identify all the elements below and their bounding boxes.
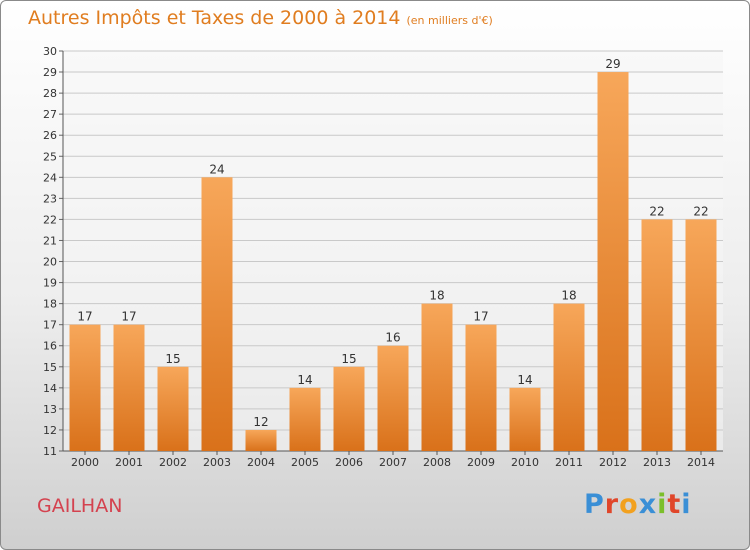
y-tick-label: 23 [43,192,57,205]
bar-2005 [289,387,321,451]
chart-title: Autres Impôts et Taxes de 2000 à 2014 [28,7,401,29]
bar-2007 [377,345,409,451]
y-tick-label: 29 [43,66,57,79]
y-tick-label: 16 [43,340,57,353]
bar-2011 [553,303,585,451]
logo-letter: i [657,489,668,520]
logo-letter: P [584,489,605,520]
data-label: 14 [297,373,312,387]
logo-letter: x [638,489,658,520]
data-label: 14 [517,373,532,387]
y-tick-label: 12 [43,424,57,437]
y-tick-label: 19 [43,277,57,290]
bar-2004 [245,429,277,451]
bar-2013 [641,219,673,451]
data-label: 16 [385,331,400,345]
data-label: 17 [473,310,488,324]
data-label: 15 [341,352,356,366]
title-block: Autres Impôts et Taxes de 2000 à 2014 (en… [28,7,493,29]
y-tick-label: 17 [43,319,57,332]
data-label: 17 [121,310,136,324]
bar-2012 [597,72,629,451]
y-tick-label: 24 [43,171,57,184]
commune-name: GAILHAN [37,495,123,517]
bar-2002 [157,366,189,451]
x-tick-label: 2006 [335,456,363,469]
y-tick-label: 18 [43,298,57,311]
data-label: 15 [165,352,180,366]
bar-2009 [465,324,497,451]
logo-letter: i [681,489,692,520]
data-label: 22 [649,204,664,218]
bar-2008 [421,303,453,451]
x-tick-label: 2011 [555,456,583,469]
data-label: 24 [209,162,224,176]
logo-letter: t [667,489,682,520]
bar-2014 [685,219,717,451]
y-tick-label: 11 [43,445,57,458]
x-tick-label: 2010 [511,456,539,469]
data-label: 17 [77,310,92,324]
bar-2006 [333,366,365,451]
x-tick-label: 2004 [247,456,275,469]
x-tick-label: 2007 [379,456,407,469]
x-tick-label: 2009 [467,456,495,469]
y-tick-label: 22 [43,213,57,226]
bar-2003 [201,177,233,451]
y-tick-label: 15 [43,361,57,374]
proxiti-logo[interactable]: Proxiti [584,489,692,520]
bar-2010 [509,387,541,451]
y-tick-label: 27 [43,108,57,121]
logo-letter: r [604,489,620,520]
data-label: 29 [605,57,620,71]
bar-2001 [113,324,145,451]
x-tick-label: 2014 [687,456,715,469]
x-tick-label: 2012 [599,456,627,469]
bar-2000 [69,324,101,451]
y-tick-label: 26 [43,129,57,142]
y-tick-label: 28 [43,87,57,100]
y-tick-label: 14 [43,382,57,395]
x-tick-label: 2000 [71,456,99,469]
data-label: 18 [561,289,576,303]
x-tick-label: 2003 [203,456,231,469]
data-label: 12 [253,415,268,429]
x-tick-label: 2001 [115,456,143,469]
logo-letter: o [619,489,639,520]
x-tick-label: 2005 [291,456,319,469]
y-tick-label: 13 [43,403,57,416]
y-tick-label: 25 [43,150,57,163]
y-tick-label: 21 [43,234,57,247]
data-label: 22 [693,204,708,218]
data-label: 18 [429,289,444,303]
y-tick-label: 20 [43,256,57,269]
y-tick-label: 30 [43,45,57,58]
x-tick-label: 2002 [159,456,187,469]
chart-subtitle: (en milliers d'€) [406,14,493,27]
x-tick-label: 2008 [423,456,451,469]
x-tick-label: 2013 [643,456,671,469]
